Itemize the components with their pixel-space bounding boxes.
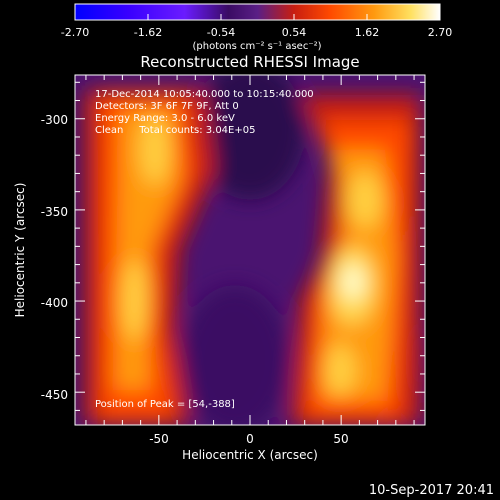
ytick-label-1: -350 <box>41 205 68 219</box>
ytick-label-2: -400 <box>41 296 68 310</box>
colorbar-tick-5: 2.70 <box>428 26 453 39</box>
peak-position: Position of Peak = [54,-388] <box>95 399 235 410</box>
colorbar-gradient <box>74 3 441 21</box>
y-axis-label: Heliocentric Y (arcsec) <box>13 183 27 318</box>
xtick-label-1: 0 <box>246 432 254 446</box>
ytick-label-0: -300 <box>41 113 68 127</box>
plot-title: Reconstructed RHESSI Image <box>140 53 359 71</box>
colorbar-tick-0: -2.70 <box>61 26 89 39</box>
image-emission <box>85 75 425 425</box>
axis-ticks <box>75 75 425 425</box>
info-clean: Clean Total counts: 3.04E+05 <box>95 125 255 136</box>
colorbar-tick-3: 0.54 <box>282 26 307 39</box>
info-energy: Energy Range: 3.0 - 6.0 keV <box>95 113 235 124</box>
colorbar: -2.70 -1.62 -0.54 0.54 1.62 2.70 (photon… <box>61 3 453 52</box>
xtick-label-2: 50 <box>333 432 348 446</box>
colorbar-unit: (photons cm⁻² s⁻¹ asec⁻²) <box>192 41 321 52</box>
info-time-range: 17-Dec-2014 10:05:40.000 to 10:15:40.000 <box>95 89 314 100</box>
ytick-label-3: -450 <box>41 388 68 402</box>
x-axis-label: Heliocentric X (arcsec) <box>182 448 318 462</box>
colorbar-tick-4: 1.62 <box>355 26 380 39</box>
xtick-label-0: -50 <box>149 432 169 446</box>
render-timestamp: 10-Sep-2017 20:41 <box>369 483 494 498</box>
colorbar-tick-1: -1.62 <box>134 26 162 39</box>
info-detectors: Detectors: 3F 6F 7F 9F, Att 0 <box>95 101 239 112</box>
colorbar-tick-2: -0.54 <box>207 26 235 39</box>
image-map <box>75 75 425 425</box>
